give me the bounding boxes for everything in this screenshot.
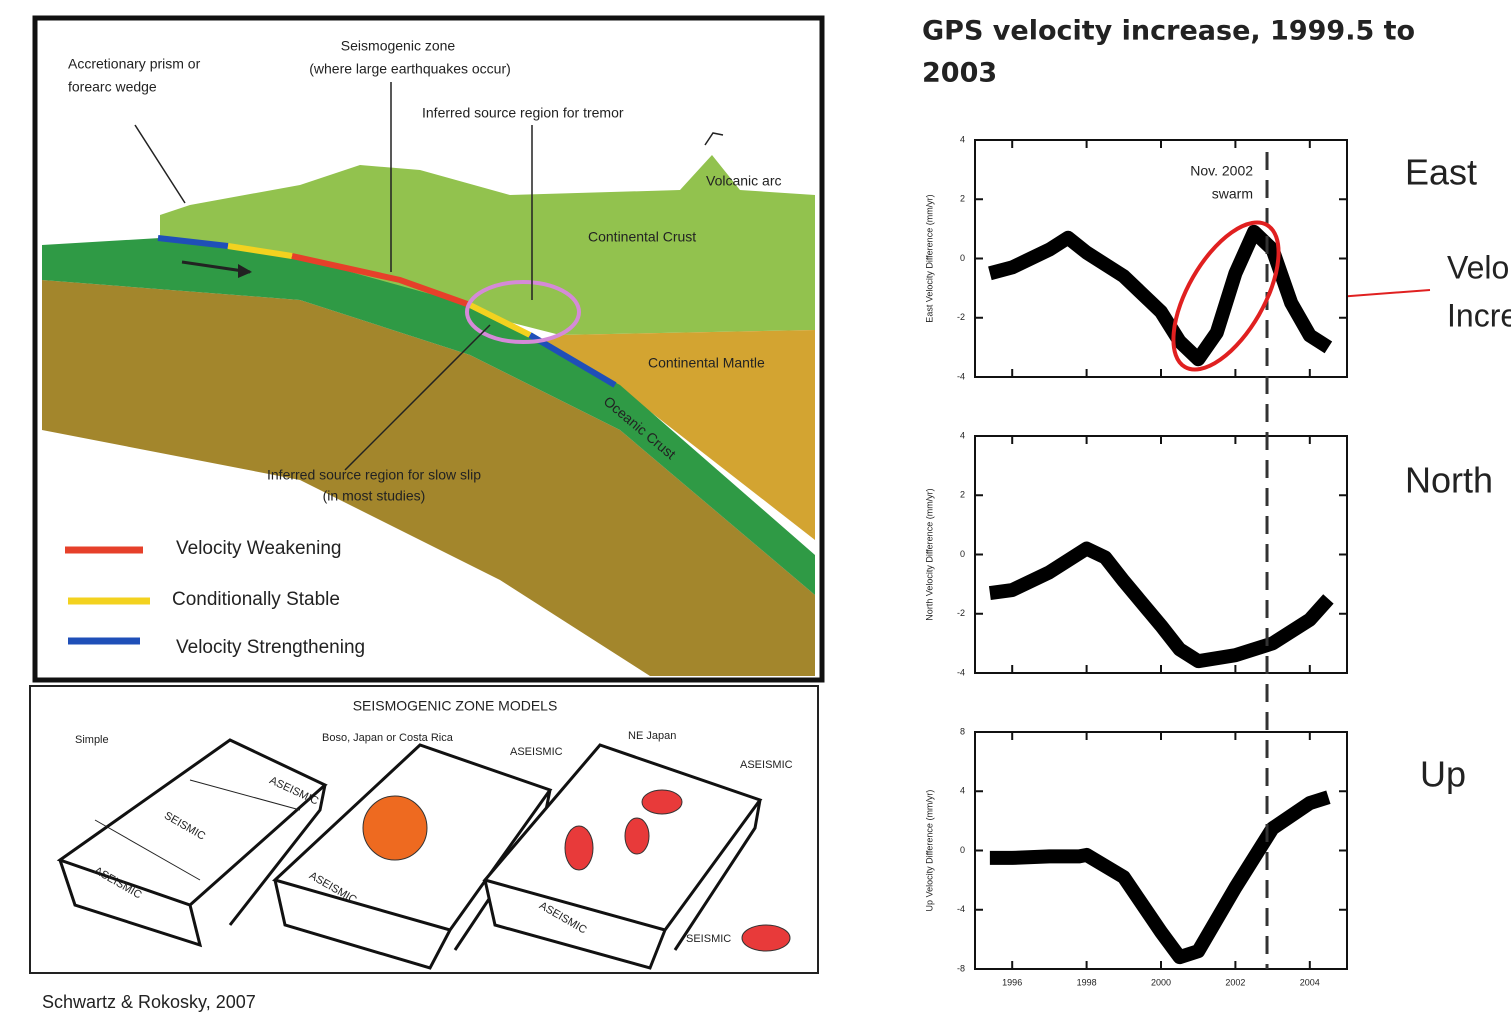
x-tick-label: 1996 — [1002, 977, 1022, 987]
label: Boso, Japan or Costa Rica — [322, 732, 454, 744]
label: ASEISMIC — [510, 746, 563, 758]
asperity — [642, 790, 682, 814]
y-tick-label: 0 — [960, 549, 965, 559]
label: ASEISMIC — [740, 759, 793, 771]
y-tick-label: 4 — [960, 134, 965, 144]
x-tick-label: 1998 — [1077, 977, 1097, 987]
legend-label: Velocity Weakening — [176, 538, 341, 559]
panel-label: East — [1405, 152, 1477, 193]
y-tick-label: -2 — [957, 608, 965, 618]
label: SEISMIC — [686, 933, 731, 945]
x-tick-label: 2002 — [1225, 977, 1245, 987]
x-tick-label: 2004 — [1300, 977, 1320, 987]
y-axis-label: East Velocity Difference (mm/yr) — [924, 194, 934, 322]
title: 2003 — [922, 58, 997, 89]
y-axis-label: North Velocity Difference (mm/yr) — [924, 488, 934, 620]
label: Volcanic arc — [706, 173, 781, 189]
y-tick-label: 8 — [960, 726, 965, 736]
panel-label: North — [1405, 460, 1493, 501]
callout: Velo — [1447, 249, 1509, 285]
y-tick-label: 0 — [960, 845, 965, 855]
subduction-diagram: Accretionary prism or forearc wedge Seis… — [35, 18, 822, 680]
page: { "slide": { "title": ["GPS velocity inc… — [0, 0, 1511, 1015]
label: Inferred source region for slow slip — [267, 467, 481, 483]
annotation: Nov. 2002 — [1190, 163, 1253, 179]
label: forearc wedge — [68, 79, 157, 95]
models-title: SEISMOGENIC ZONE MODELS — [353, 698, 558, 714]
y-tick-label: 0 — [960, 253, 965, 263]
credit: Schwartz & Rokosky, 2007 — [42, 992, 256, 1012]
label: Seismogenic zone — [341, 38, 456, 54]
y-tick-label: -4 — [957, 667, 965, 677]
annotation: swarm — [1212, 186, 1253, 202]
y-tick-label: 4 — [960, 430, 965, 440]
y-tick-label: -8 — [957, 963, 965, 973]
panel-label: Up — [1420, 754, 1466, 795]
slide: Accretionary prism or forearc wedge Seis… — [0, 0, 1511, 1015]
y-tick-label: 4 — [960, 786, 965, 796]
label: Simple — [75, 734, 109, 746]
title: GPS velocity increase, 1999.5 to — [922, 16, 1415, 47]
y-tick-label: -2 — [957, 312, 965, 322]
y-tick-label: 2 — [960, 490, 965, 500]
y-tick-label: -4 — [957, 904, 965, 914]
label: Continental Mantle — [648, 355, 765, 371]
asperity — [625, 818, 649, 854]
label: NE Japan — [628, 730, 676, 742]
label: (where large earthquakes occur) — [309, 61, 511, 77]
label: Continental Crust — [588, 229, 696, 245]
label: (in most studies) — [323, 488, 426, 504]
y-tick-label: 2 — [960, 194, 965, 204]
asperity — [565, 826, 593, 870]
legend-label: Velocity Strengthening — [176, 637, 365, 658]
asperity — [363, 796, 427, 860]
models-panel: SEISMOGENIC ZONE MODELS Simple Boso, Jap… — [30, 686, 818, 973]
legend-label: Conditionally Stable — [172, 589, 340, 610]
callout: Incre — [1447, 297, 1511, 333]
y-tick-label: -4 — [957, 371, 965, 381]
legend-asperity — [742, 925, 790, 951]
y-axis-label: Up Velocity Difference (mm/yr) — [924, 790, 934, 912]
label: Inferred source region for tremor — [422, 105, 624, 121]
x-tick-label: 2000 — [1151, 977, 1171, 987]
label: Accretionary prism or — [68, 56, 201, 72]
